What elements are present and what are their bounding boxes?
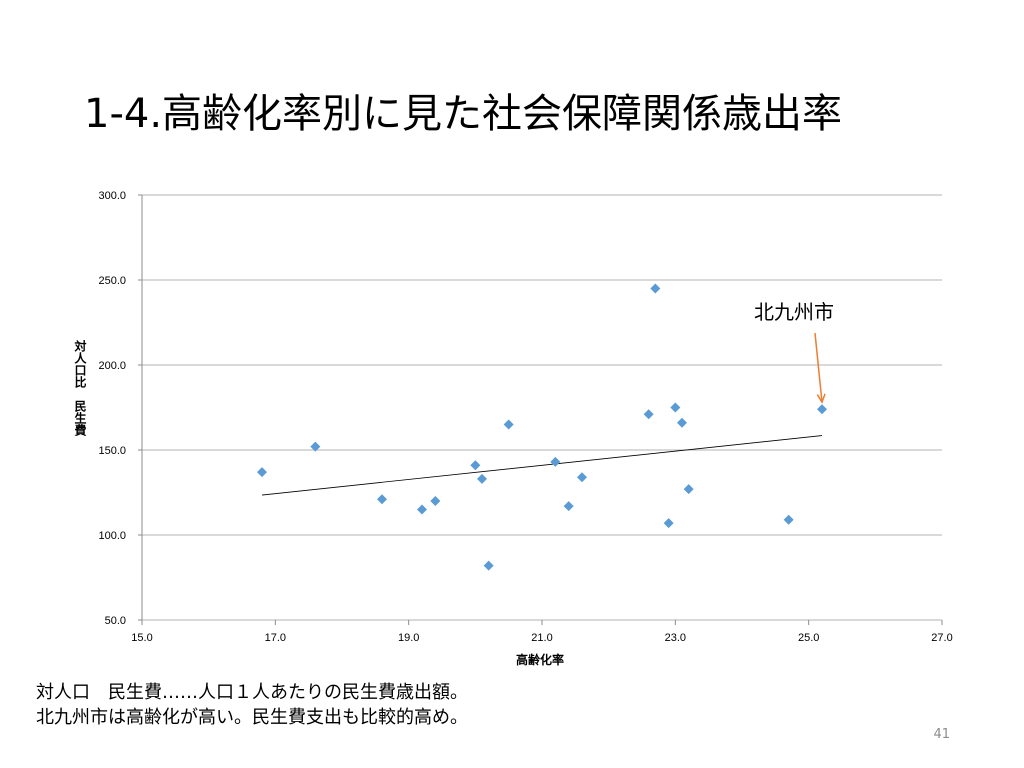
slide-notes: 対人口 民生費……人口１人あたりの民生費歳出額。 北九州市は高齢化が高い。民生費… — [36, 680, 468, 730]
data-point — [310, 441, 321, 452]
x-tick-label: 19.0 — [398, 632, 419, 644]
x-tick-label: 23.0 — [665, 632, 686, 644]
data-point — [417, 504, 427, 515]
callout-arrow — [814, 332, 823, 403]
data-point — [683, 484, 694, 495]
y-tick-label: 150.0 — [98, 445, 126, 457]
data-point — [650, 283, 661, 294]
x-tick-label: 17.0 — [265, 632, 286, 644]
y-tick-label: 250.0 — [98, 275, 126, 287]
x-tick-label: 27.0 — [931, 632, 952, 644]
trendline — [261, 435, 823, 496]
y-axis-label: 対人口比 民生費 — [73, 340, 87, 436]
data-point — [577, 472, 587, 483]
data-point — [817, 404, 827, 415]
slide-title: 1-4.高齢化率別に見た社会保障関係歳出率 — [84, 91, 843, 137]
note-line: 対人口 民生費……人口１人あたりの民生費歳出額。 — [36, 682, 468, 703]
data-point — [550, 456, 561, 467]
data-point — [257, 467, 267, 478]
y-tick-label: 200.0 — [98, 360, 126, 372]
x-tick-label: 25.0 — [798, 632, 819, 644]
data-point — [563, 501, 574, 512]
y-tick-label: 100.0 — [98, 530, 126, 542]
data-point — [783, 514, 794, 525]
data-point — [483, 560, 494, 571]
page-number: 41 — [933, 727, 950, 742]
data-point — [377, 494, 387, 505]
data-point — [663, 518, 674, 529]
x-tick-label: 15.0 — [131, 632, 152, 644]
data-point — [677, 417, 687, 428]
x-axis-label: 高齢化率 — [515, 653, 564, 667]
callout-label: 北九州市 — [754, 300, 834, 324]
data-point — [670, 402, 681, 413]
data-point — [470, 460, 481, 471]
y-tick-label: 50.0 — [105, 615, 126, 627]
data-point — [643, 409, 654, 420]
x-tick-label: 21.0 — [531, 632, 552, 644]
note-line: 北九州市は高齢化が高い。民生費支出も比較的高め。 — [36, 707, 468, 728]
y-tick-label: 300.0 — [98, 190, 126, 202]
data-point — [503, 419, 514, 430]
callout-arrowhead — [816, 393, 826, 404]
data-point — [430, 496, 441, 506]
data-point — [477, 473, 487, 484]
